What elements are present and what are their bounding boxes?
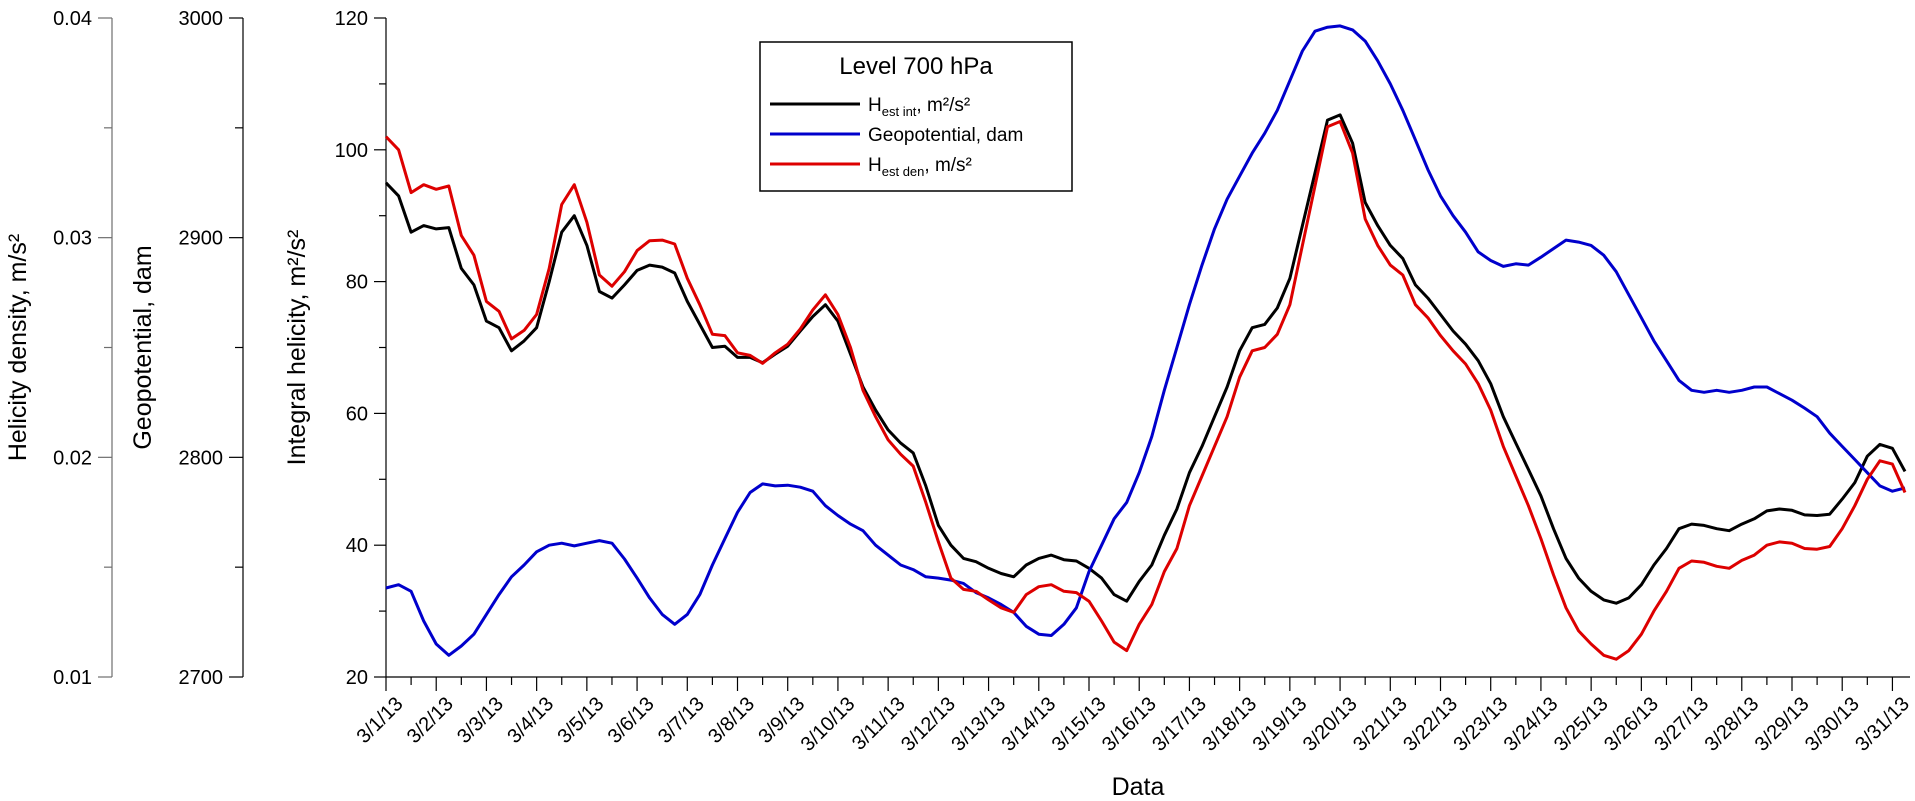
- legend-title: Level 700 hPa: [839, 53, 993, 80]
- x-tick-label: 3/8/13: [704, 693, 759, 748]
- geopotential-axis-tick-label: 2900: [179, 228, 224, 250]
- series-h-est-int-line: [384, 113, 1907, 605]
- geopotential-axis-tick-label: 2700: [179, 667, 224, 689]
- x-tick-label: 3/1/13: [353, 693, 408, 748]
- density-axis-title: Helicity density, m/s²: [4, 234, 32, 461]
- integral-axis-tick-label: 40: [346, 535, 368, 557]
- x-tick-label: 3/5/13: [554, 693, 609, 748]
- x-tick-label: 3/17/13: [1148, 693, 1211, 756]
- geopotential-axis-tick-label: 3000: [179, 8, 224, 30]
- x-tick-label: 3/10/13: [797, 693, 860, 756]
- x-tick-label: 3/20/13: [1299, 693, 1362, 756]
- x-tick-label: 3/23/13: [1450, 693, 1513, 756]
- x-tick-label: 3/26/13: [1600, 693, 1663, 756]
- geopotential-axis: 2700 2800 2900 3000 Geopotential, dam: [129, 8, 244, 689]
- integral-axis-tick-label: 80: [346, 272, 368, 294]
- helicity-density-axis: 0.01 0.02 0.03 0.04 Helicity density, m/s²: [4, 8, 113, 689]
- x-tick-label: 3/4/13: [503, 693, 558, 748]
- x-tick-label: 3/6/13: [604, 693, 659, 748]
- x-tick-label: 3/15/13: [1048, 693, 1111, 756]
- x-tick-label: 3/24/13: [1500, 693, 1563, 756]
- legend: Level 700 hPa Hest int, m²/s² Geopotential…: [759, 41, 1073, 192]
- x-tick-label: 3/2/13: [403, 693, 458, 748]
- density-axis-tick-label: 0.02: [53, 447, 92, 469]
- legend-box: [759, 41, 1073, 192]
- x-tick-label: 3/18/13: [1198, 693, 1261, 756]
- legend-entry-geopotential-label: Geopotential, dam: [868, 125, 1023, 146]
- integral-axis-tick-label: 20: [346, 667, 368, 689]
- legend-entry-h-est-den-label: Hest den, m/s²: [868, 155, 972, 179]
- x-tick-label: 3/29/13: [1751, 693, 1814, 756]
- x-tick-label: 3/7/13: [654, 693, 709, 748]
- x-tick-label: 3/25/13: [1550, 693, 1613, 756]
- density-axis-tick-label: 0.03: [53, 228, 92, 250]
- x-tick-label: 3/14/13: [998, 693, 1061, 756]
- x-axis-title: Data: [1112, 773, 1165, 801]
- geopotential-axis-title: Geopotential, dam: [129, 245, 157, 449]
- integral-helicity-axis: 20 40 60 80 100 120 Integral helicity, m²/s²: [283, 8, 387, 689]
- integral-axis-tick-label: 100: [335, 140, 368, 162]
- x-tick-label: 3/16/13: [1098, 693, 1161, 756]
- x-tick-label: 3/12/13: [897, 693, 960, 756]
- x-tick-label: 3/19/13: [1249, 693, 1312, 756]
- integral-axis-tick-label: 60: [346, 403, 368, 425]
- x-tick-label: 3/27/13: [1650, 693, 1713, 756]
- series-layer: [384, 24, 1907, 661]
- legend-entry-h-est-int-label: Hest int, m²/s²: [868, 95, 970, 119]
- series-h-est-den-line: [384, 120, 1907, 661]
- density-axis-tick-label: 0.01: [53, 667, 92, 689]
- x-tick-label: 3/21/13: [1349, 693, 1412, 756]
- integral-axis-tick-label: 120: [335, 8, 368, 30]
- x-tick-label: 3/13/13: [947, 693, 1010, 756]
- integral-axis-title: Integral helicity, m²/s²: [283, 230, 311, 466]
- density-axis-tick-label: 0.04: [53, 8, 92, 30]
- x-tick-label: 3/11/13: [848, 693, 910, 755]
- x-tick-label: 3/31/13: [1851, 693, 1914, 756]
- series-geopotential-line: [385, 24, 1906, 657]
- date-axis: 3/1/133/2/133/3/133/4/133/5/133/6/133/7/…: [353, 676, 1914, 801]
- x-tick-label: 3/22/13: [1399, 693, 1462, 756]
- x-tick-label: 3/30/13: [1801, 693, 1864, 756]
- geopotential-axis-tick-label: 2800: [179, 447, 224, 469]
- x-tick-label: 3/3/13: [453, 693, 508, 748]
- x-tick-label: 3/28/13: [1701, 693, 1764, 756]
